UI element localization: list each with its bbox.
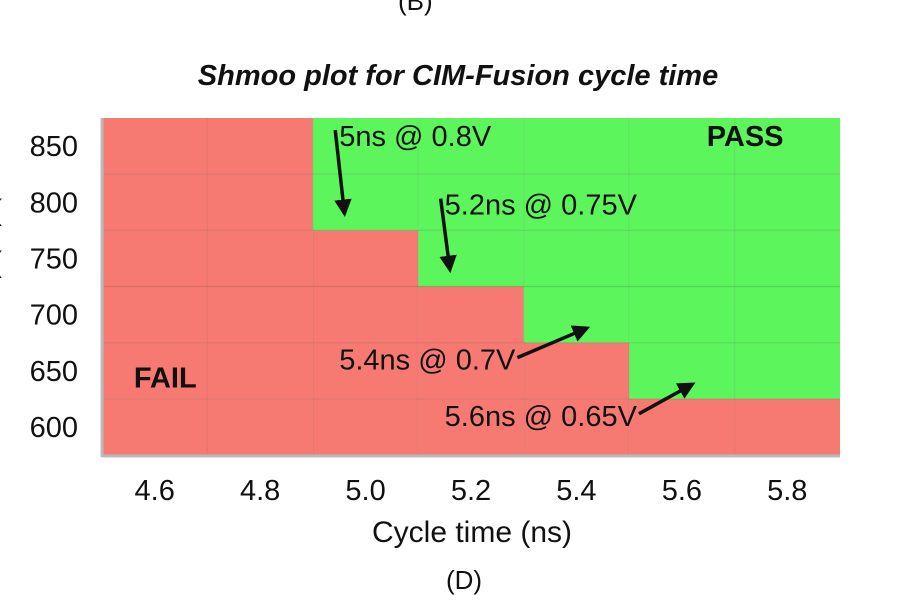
fail-cell	[102, 118, 208, 175]
annotation-arrow	[438, 198, 457, 274]
fail-cell	[207, 286, 313, 343]
fail-cell	[312, 286, 419, 343]
fail-cell	[207, 118, 313, 175]
fail-cell	[102, 174, 208, 231]
fail-cell	[102, 342, 208, 399]
x-tick-label: 4.6	[135, 475, 175, 507]
annotation-arrow	[638, 382, 696, 416]
fail-cell	[523, 342, 630, 399]
pass-cell	[523, 230, 630, 287]
annotation-arrow	[333, 129, 352, 217]
pass-cell	[629, 286, 735, 343]
pass-cell	[734, 230, 840, 287]
axes: 4.6 4.8 5.0 5.2 5.4 5.6 5.8 600 650 700 750 800 850	[30, 118, 840, 507]
fail-cell	[418, 342, 524, 399]
pass-cell	[734, 342, 840, 399]
pass-cell	[734, 118, 840, 175]
y-tick-label: 800	[30, 187, 78, 219]
pass-cell	[523, 174, 630, 231]
y-tick-label: 700	[30, 300, 78, 332]
annotation-label: 5.6ns @ 0.65V	[445, 401, 638, 433]
pass-cell	[629, 174, 735, 231]
chart-title: Shmoo plot for CIM-Fusion cycle time	[197, 60, 719, 92]
x-tick-label: 5.0	[345, 475, 385, 507]
fail-cell	[207, 174, 313, 231]
y-tick-label: 600	[30, 412, 78, 444]
pass-cell	[418, 118, 524, 175]
pass-cell	[312, 174, 419, 231]
fail-cell	[207, 342, 313, 399]
fail-cell	[312, 398, 419, 455]
y-tick-label: 850	[30, 131, 78, 163]
fail-cell	[102, 398, 208, 455]
pass-cell	[734, 174, 840, 231]
annotation-label: 5.4ns @ 0.7V	[339, 345, 516, 377]
plot-labels: PASS FAIL 5ns @ 0.8V 5.2ns @ 0.75V 5.4ns @ 0…	[134, 121, 784, 433]
annotation-arrow	[516, 325, 591, 360]
x-tick-label: 5.8	[767, 475, 807, 507]
y-title-fragment: (	[0, 246, 2, 280]
fail-cell	[102, 286, 208, 343]
y-tick-label: 750	[30, 243, 78, 275]
x-axis-title: Cycle time (ns)	[372, 516, 573, 549]
fail-cell	[312, 342, 419, 399]
plot-cells	[102, 118, 840, 455]
x-tick-label: 5.4	[556, 475, 596, 507]
pass-cell	[418, 230, 524, 287]
x-tick-label: 5.2	[451, 475, 491, 507]
fail-cell	[207, 398, 313, 455]
pass-cell	[418, 174, 524, 231]
fail-cell	[523, 398, 630, 455]
pass-region-label: PASS	[707, 121, 784, 153]
y-title-fragment: (	[0, 194, 2, 228]
pass-cell	[523, 118, 630, 175]
gridlines	[102, 118, 840, 455]
pass-cell	[629, 118, 735, 175]
fail-cell	[102, 230, 208, 287]
fail-cell	[418, 286, 524, 343]
top-caption: (B)	[398, 0, 433, 16]
pass-cell	[629, 230, 735, 287]
fail-cell	[629, 398, 735, 455]
annotation-label: 5.2ns @ 0.75V	[445, 190, 638, 222]
fail-cell	[734, 398, 840, 455]
y-tick-label: 650	[30, 356, 78, 388]
x-tick-label: 5.6	[662, 475, 702, 507]
fail-cell	[312, 230, 419, 287]
fail-cell	[418, 398, 524, 455]
pass-cell	[312, 118, 419, 175]
annotation-label: 5ns @ 0.8V	[339, 121, 492, 153]
fail-cell	[207, 230, 313, 287]
bottom-caption: (D)	[446, 565, 483, 595]
fail-region-label: FAIL	[134, 363, 197, 395]
pass-cell	[734, 286, 840, 343]
x-tick-label: 4.8	[240, 475, 280, 507]
